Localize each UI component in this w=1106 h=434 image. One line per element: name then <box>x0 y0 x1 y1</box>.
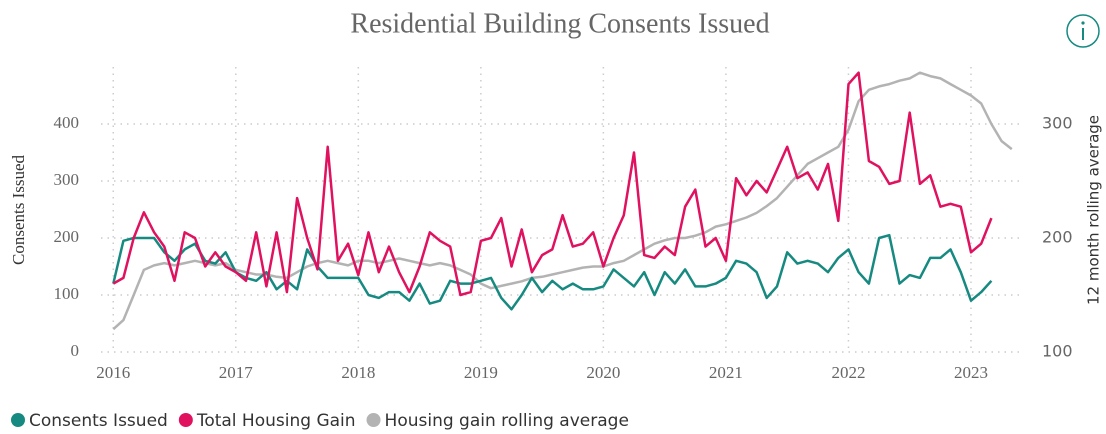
info-dot[interactable] <box>1081 21 1085 25</box>
legend-marker <box>366 413 381 427</box>
y2-tick-label: 300 <box>1042 114 1073 133</box>
info-icon[interactable] <box>1066 14 1100 48</box>
legend-label: Housing gain rolling average <box>385 411 629 431</box>
x-tick-label: 2017 <box>219 363 254 382</box>
legend-marker <box>178 413 193 427</box>
series-line <box>112 71 1013 331</box>
y2-axis-label: 12 month rolling average <box>1085 115 1103 305</box>
x-tick-label: 2020 <box>586 363 620 382</box>
x-tick-label: 2016 <box>96 363 130 382</box>
y-tick-label: 400 <box>54 113 80 132</box>
x-tick-label: 2018 <box>341 363 375 382</box>
series-line <box>112 71 993 297</box>
y2-tick-label: 100 <box>1042 342 1073 361</box>
y-tick-label: 100 <box>54 284 80 303</box>
chart-title: Residential Building Consents Issued <box>350 8 769 39</box>
x-tick-label: 2021 <box>709 363 743 382</box>
x-tick-label: 2023 <box>954 363 988 382</box>
series-line <box>112 233 993 311</box>
info-circle[interactable] <box>1066 14 1100 48</box>
legend-marker <box>11 413 25 427</box>
x-tick-label: 2022 <box>831 363 865 382</box>
y-axis-label: Consents Issued <box>9 154 28 265</box>
legend-label: Total Housing Gain <box>196 411 356 431</box>
legend-label: Consents Issued <box>29 411 168 431</box>
x-tick-label: 2019 <box>464 363 498 382</box>
y-tick-label: 0 <box>71 341 80 360</box>
y-tick-label: 200 <box>54 227 80 246</box>
y-tick-label: 300 <box>54 170 80 189</box>
y2-tick-label: 200 <box>1042 228 1073 247</box>
